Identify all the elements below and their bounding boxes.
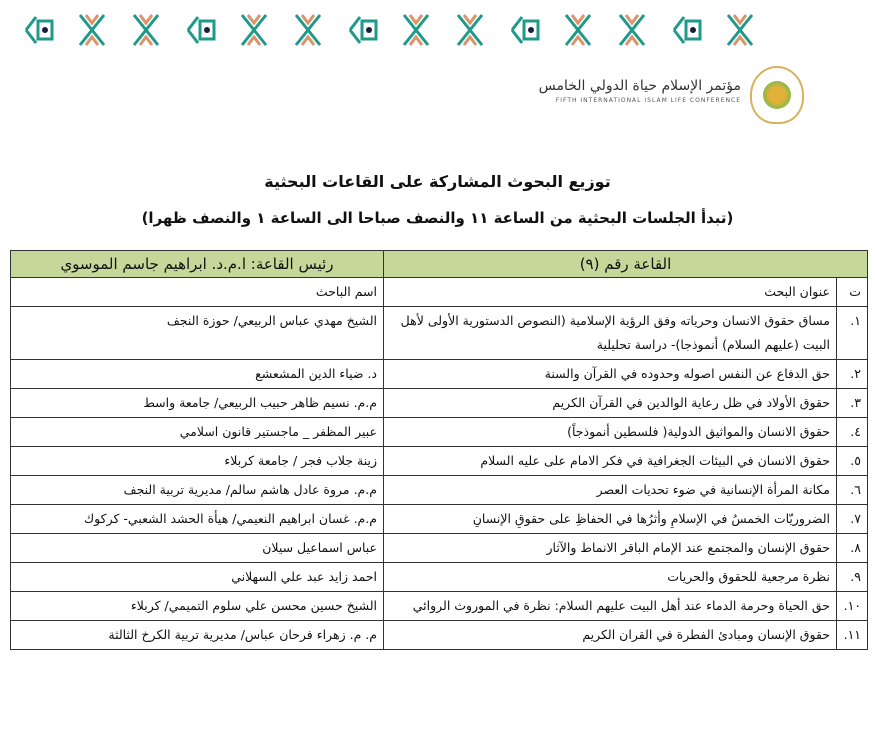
col-title-header: عنوان البحث [383, 277, 837, 307]
research-title: حقوق الأولاد في ظل رعاية الوالدين في الق… [383, 388, 837, 418]
researcher-name: الشيخ مهدي عباس الربيعي/ حوزة النجف [10, 306, 384, 360]
pattern-motif-icon [504, 13, 544, 47]
pattern-motif-icon [126, 13, 166, 47]
table-row: ٧. الضروريّات الخمسُ في الإسلامِ وأثرُها … [10, 504, 868, 534]
row-number: ٧. [836, 504, 868, 534]
table-row: ١١. حقوق الإنسان ومبادئ الفطرة في القران … [10, 620, 868, 650]
conference-name-ar: مؤتمر الإسلام حياة الدولي الخامس [538, 78, 741, 94]
table-row: ٩. نظرة مرجعية للحقوق والحريات احمد زايد ع… [10, 562, 868, 592]
researcher-name: احمد زايد عبد علي السهلاني [10, 562, 384, 592]
table-row: ٢. حق الدفاع عن النفس اصوله وحدوده في الق… [10, 359, 868, 389]
table-row: ١. مساق حقوق الانسان وحرياته وفق الرؤية ا… [10, 306, 868, 360]
pattern-motif-icon [450, 13, 490, 47]
research-title: حق الدفاع عن النفس اصوله وحدوده في القرآ… [383, 359, 837, 389]
research-title: حقوق الإنسان ومبادئ الفطرة في القران الك… [383, 620, 837, 650]
table-row: ٤. حقوق الانسان والمواثيق الدولية( فلسطين… [10, 417, 868, 447]
table-row: ٨. حقوق الإنسان والمجتمع عند الإمام الباق… [10, 533, 868, 563]
row-number: ٣. [836, 388, 868, 418]
table-row: ٣. حقوق الأولاد في ظل رعاية الوالدين في ا… [10, 388, 868, 418]
row-number: ٦. [836, 475, 868, 505]
pattern-motif-icon [288, 13, 328, 47]
research-title: حقوق الانسان في البيئات الجغرافية في فكر… [383, 446, 837, 476]
research-title: نظرة مرجعية للحقوق والحريات [383, 562, 837, 592]
hall-number: القاعة رقم (٩) [383, 250, 868, 278]
research-title: حق الحياة وحرمة الدماء عند أهل البيت علي… [383, 591, 837, 621]
pattern-motif-icon [18, 13, 58, 47]
research-title: حقوق الانسان والمواثيق الدولية( فلسطين أ… [383, 417, 837, 447]
researcher-name: الشيخ حسين محسن علي سلوم التميمي/ كربلاء [10, 591, 384, 621]
column-header-row: ت عنوان البحث اسم الباحث [10, 277, 868, 307]
research-title: الضروريّات الخمسُ في الإسلامِ وأثرُها في… [383, 504, 837, 534]
row-number: ٤. [836, 417, 868, 447]
col-num-header: ت [836, 277, 868, 307]
row-number: ١١. [836, 620, 868, 650]
page-subtitle: (تبدأ الجلسات البحثية من الساعة ١١ والنص… [141, 209, 734, 227]
researcher-name: م. م. زهراء فرحان عباس/ مديرية تربية الك… [10, 620, 384, 650]
pattern-motif-icon [342, 13, 382, 47]
row-number: ٢. [836, 359, 868, 389]
pattern-motif-icon [396, 13, 436, 47]
table-row: ١٠. حق الحياة وحرمة الدماء عند أهل البيت … [10, 591, 868, 621]
hall-chair: رئيس القاعة: ا.م.د. ابراهيم جاسم الموسوي [10, 250, 384, 278]
row-number: ٥. [836, 446, 868, 476]
pattern-motif-icon [234, 13, 274, 47]
conference-logo [750, 66, 804, 124]
row-number: ١. [836, 306, 868, 360]
pattern-motif-icon [612, 13, 652, 47]
researcher-name: زينة جلاب فجر / جامعة كربلاء [10, 446, 384, 476]
pattern-motif-icon [558, 13, 598, 47]
conference-name-en: FIFTH INTERNATIONAL ISLAM LIFE CONFERENC… [555, 97, 741, 104]
pattern-motif-icon [180, 13, 220, 47]
research-title: مساق حقوق الانسان وحرياته وفق الرؤية الإ… [383, 306, 837, 360]
researcher-name: د. ضياء الدين المشعشع [10, 359, 384, 389]
row-number: ١٠. [836, 591, 868, 621]
pattern-motif-icon [72, 13, 112, 47]
row-number: ٩. [836, 562, 868, 592]
research-title: حقوق الإنسان والمجتمع عند الإمام الباقر … [383, 533, 837, 563]
researcher-name: م.م. نسيم ظاهر حبيب الربيعي/ جامعة واسط [10, 388, 384, 418]
researcher-name: عباس اسماعيل سيلان [10, 533, 384, 563]
researcher-name: م.م. غسان ابراهيم النعيمي/ هيأة الحشد ال… [10, 504, 384, 534]
table-row: ٥. حقوق الانسان في البيئات الجغرافية في ف… [10, 446, 868, 476]
row-number: ٨. [836, 533, 868, 563]
pattern-motif-icon [720, 13, 760, 47]
research-title: مكانة المرأة الإنسانية في ضوء تحديات الع… [383, 475, 837, 505]
table-row: ٦. مكانة المرأة الإنسانية في ضوء تحديات ا… [10, 475, 868, 505]
col-name-header: اسم الباحث [10, 277, 384, 307]
research-table: القاعة رقم (٩) رئيس القاعة: ا.م.د. ابراه… [10, 250, 868, 650]
decorative-banner [18, 12, 858, 48]
pattern-motif-icon [666, 13, 706, 47]
page-title: توزيع البحوث المشاركة على القاعات البحثي… [264, 172, 611, 191]
hall-header-row: القاعة رقم (٩) رئيس القاعة: ا.م.د. ابراه… [10, 250, 868, 278]
researcher-name: عبير المظفر _ ماجستير قانون اسلامي [10, 417, 384, 447]
researcher-name: م.م. مروة عادل هاشم سالم/ مديرية تربية ا… [10, 475, 384, 505]
